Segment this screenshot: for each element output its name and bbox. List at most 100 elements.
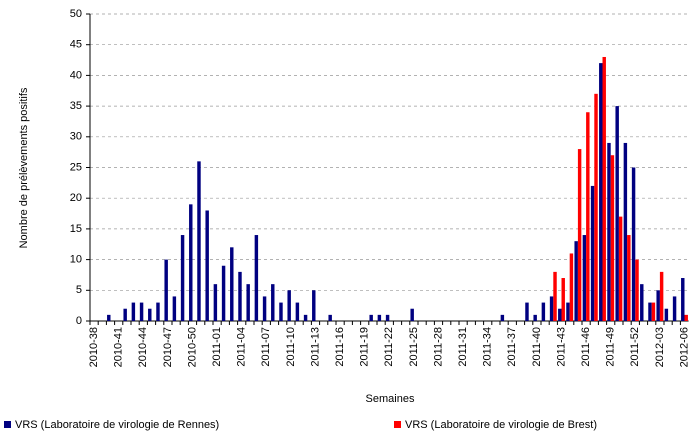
x-tick-label: 2012-03 xyxy=(654,327,666,367)
bar xyxy=(369,314,373,321)
bar xyxy=(607,142,611,321)
bar xyxy=(681,278,685,321)
y-tick-label: 35 xyxy=(70,100,82,112)
x-tick-label: 2011-28 xyxy=(432,327,444,367)
bar xyxy=(303,314,308,321)
x-tick-label: 2011-49 xyxy=(605,327,617,367)
bar xyxy=(582,235,587,321)
bar xyxy=(651,302,656,321)
x-tick-label: 2011-25 xyxy=(408,327,420,367)
bar xyxy=(287,290,291,321)
bar xyxy=(246,284,250,321)
x-tick-label: 2011-31 xyxy=(457,327,469,367)
bar xyxy=(615,106,619,321)
x-tick-label: 2011-10 xyxy=(285,327,297,367)
bar xyxy=(533,314,537,321)
bar xyxy=(656,290,660,321)
y-tick-label: 25 xyxy=(70,161,82,173)
bar xyxy=(631,167,636,321)
y-tick-label: 10 xyxy=(70,254,82,266)
x-tick-label: 2011-52 xyxy=(629,327,641,367)
x-tick-label: 2011-13 xyxy=(309,327,321,367)
bar xyxy=(377,314,382,321)
bar xyxy=(139,302,144,321)
bar xyxy=(271,284,275,321)
x-tick-label: 2011-46 xyxy=(580,327,592,367)
bar xyxy=(623,142,628,321)
y-tick-label: 20 xyxy=(70,192,82,204)
x-tick-label: 2011-34 xyxy=(482,327,494,367)
bar xyxy=(164,259,168,321)
legend-swatch xyxy=(394,421,401,428)
y-tick-label: 15 xyxy=(70,223,82,235)
bar xyxy=(189,204,193,321)
bar xyxy=(279,302,283,321)
bar xyxy=(230,247,234,321)
bar xyxy=(672,296,677,321)
bar xyxy=(586,112,590,322)
x-tick-label: 2011-22 xyxy=(383,327,395,367)
x-tick-label: 2011-43 xyxy=(555,327,567,367)
x-tick-label: 2010-41 xyxy=(113,327,125,367)
bar xyxy=(561,278,565,321)
bar xyxy=(569,253,574,321)
bar xyxy=(541,302,546,321)
x-tick-label: 2010-38 xyxy=(88,327,100,367)
bar xyxy=(574,241,578,321)
bar xyxy=(312,290,316,321)
x-tick-label: 2011-04 xyxy=(236,327,248,367)
y-tick-label: 45 xyxy=(70,39,82,51)
bar xyxy=(618,216,623,321)
bar xyxy=(594,93,598,321)
bar xyxy=(107,314,111,321)
legend-swatch xyxy=(4,421,11,428)
legend-label: VRS (Laboratoire de virologie de Brest) xyxy=(405,419,597,431)
bar xyxy=(238,271,242,321)
bar xyxy=(602,56,606,321)
x-tick-label: 2011-07 xyxy=(260,327,272,367)
bar xyxy=(180,235,185,321)
bar xyxy=(664,308,669,321)
bar xyxy=(262,296,267,321)
x-tick-label: 2012-06 xyxy=(678,327,690,367)
x-tick-label: 2011-19 xyxy=(359,327,371,367)
bar xyxy=(205,210,209,321)
bar xyxy=(627,235,631,321)
bar xyxy=(254,235,259,321)
y-tick-label: 30 xyxy=(70,131,82,143)
legend-label: VRS (Laboratoire de virologie de Rennes) xyxy=(15,419,219,431)
bar xyxy=(684,314,688,321)
x-tick-label: 2011-01 xyxy=(211,327,223,367)
x-axis-label: Semaines xyxy=(366,393,415,405)
bar xyxy=(213,284,218,321)
bar xyxy=(577,149,582,321)
y-axis-label: Nombre de prélèvements positifs xyxy=(18,87,30,248)
bar xyxy=(558,308,562,321)
bar xyxy=(590,185,595,321)
bar xyxy=(599,63,603,322)
x-tick-label: 2010-50 xyxy=(186,327,198,367)
bar xyxy=(148,308,152,321)
y-tick-label: 5 xyxy=(76,284,82,296)
y-tick-label: 50 xyxy=(70,8,82,20)
bar xyxy=(172,296,177,321)
y-tick-label: 40 xyxy=(70,69,82,81)
bar xyxy=(553,271,557,321)
bar xyxy=(328,314,332,321)
y-tick-label: 0 xyxy=(76,315,82,327)
bar xyxy=(525,302,529,321)
bar xyxy=(549,296,554,321)
bar xyxy=(500,314,505,321)
bar xyxy=(659,271,664,321)
bar xyxy=(295,302,300,321)
bar xyxy=(131,302,136,321)
bar xyxy=(156,302,160,321)
bar xyxy=(635,259,639,321)
bar xyxy=(123,308,127,321)
bar xyxy=(197,161,201,321)
x-tick-label: 2011-16 xyxy=(334,327,346,367)
x-tick-label: 2010-44 xyxy=(137,327,149,367)
bar xyxy=(648,302,652,321)
x-tick-label: 2010-47 xyxy=(162,327,174,367)
